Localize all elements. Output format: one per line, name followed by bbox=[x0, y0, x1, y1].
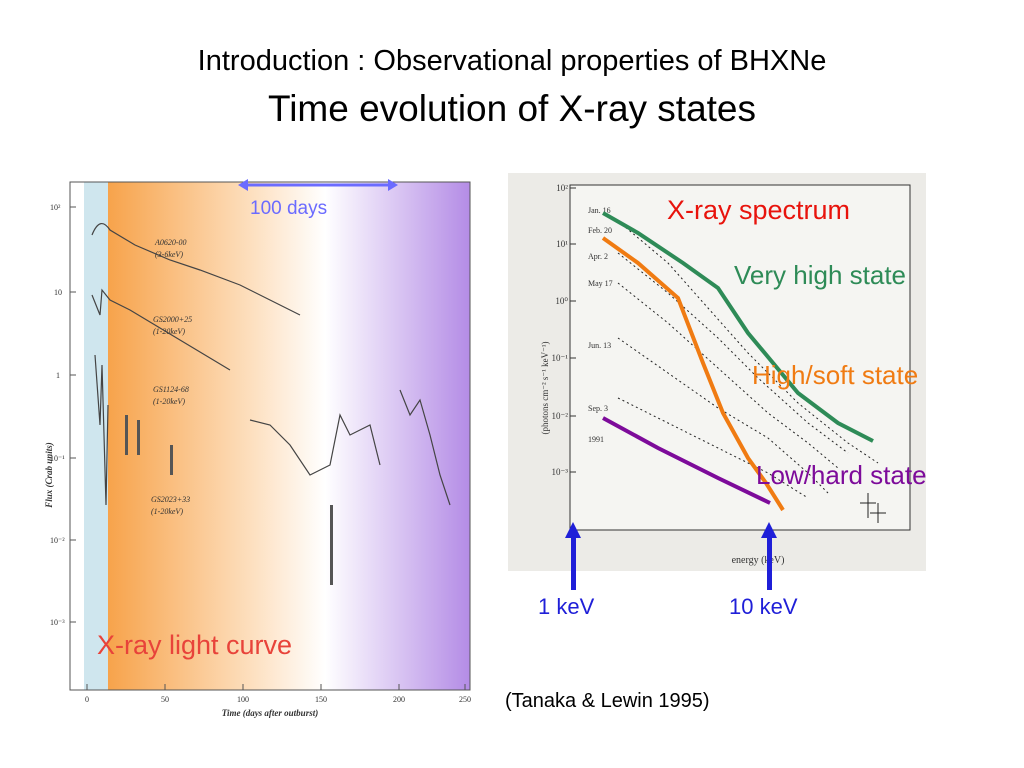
spec-ytick: 10⁻¹ bbox=[552, 353, 569, 363]
lc-xtick: 200 bbox=[393, 695, 405, 704]
slide-subtitle: Time evolution of X-ray states bbox=[267, 88, 757, 129]
ten-kev-label: 10 keV bbox=[729, 594, 798, 619]
lc-ytick: 10⁻¹ bbox=[50, 454, 65, 463]
lc-xtick: 250 bbox=[459, 695, 471, 704]
source-band: (1-20keV) bbox=[151, 507, 183, 516]
low-hard-state-curve bbox=[602, 416, 771, 505]
one-kev-arrow bbox=[565, 522, 581, 590]
date-label: Sep. 3 bbox=[588, 404, 608, 413]
spec-ytick: 10² bbox=[556, 183, 568, 193]
ten-kev-arrow bbox=[761, 522, 777, 590]
lc-ylabel: Flux (Crab units) bbox=[44, 442, 54, 509]
lc-xtick: 100 bbox=[237, 695, 249, 704]
source-band: (1-20keV) bbox=[153, 397, 185, 406]
date-label: Feb. 20 bbox=[588, 226, 612, 235]
spectrum-plot: 10² 10¹ 10⁰ 10⁻¹ 10⁻² 10⁻³ (photons cm⁻²… bbox=[540, 183, 911, 566]
date-label: Jun. 13 bbox=[588, 341, 611, 350]
spec-xlabel: energy (keV) bbox=[732, 555, 785, 566]
lc-ytick: 10 bbox=[54, 288, 62, 297]
spec-ytick: 10¹ bbox=[556, 239, 568, 249]
lc-ytick: 10² bbox=[50, 203, 61, 212]
light-curve-plot: 10² 10 1 10⁻¹ 10⁻² 10⁻³ 0 50 100 150 200… bbox=[44, 179, 471, 718]
source-name: GS1124-68 bbox=[153, 385, 189, 394]
citation: (Tanaka & Lewin 1995) bbox=[505, 690, 710, 712]
source-name: GS2000+25 bbox=[153, 315, 192, 324]
state-label-high-soft: High/soft state bbox=[752, 360, 919, 390]
lc-ytick: 1 bbox=[56, 371, 60, 380]
date-label: Jan. 16 bbox=[588, 206, 611, 215]
high-soft-state-curve bbox=[601, 236, 785, 512]
spec-ytick: 10⁻² bbox=[552, 411, 569, 421]
lc-xlabel: Time (days after outburst) bbox=[222, 708, 318, 718]
duration-label: 100 days bbox=[250, 198, 328, 219]
one-kev-label: 1 keV bbox=[538, 594, 595, 619]
source-name: A0620-00 bbox=[154, 238, 187, 247]
lc-xtick: 50 bbox=[161, 695, 169, 704]
state-label-low-hard: Low/hard state bbox=[756, 460, 927, 490]
state-gradient-band bbox=[108, 182, 470, 690]
spec-ytick: 10⁰ bbox=[555, 296, 568, 306]
source-band: (3-6keV) bbox=[155, 250, 183, 259]
duration-arrow bbox=[238, 179, 398, 191]
date-label: Apr. 2 bbox=[588, 252, 608, 261]
spec-ylabel: (photons cm⁻² s⁻¹ keV⁻¹) bbox=[540, 341, 550, 434]
very-high-state-curve bbox=[602, 211, 874, 443]
lc-xtick: 0 bbox=[85, 695, 89, 704]
lc-ytick: 10⁻² bbox=[50, 536, 65, 545]
date-label: 1991 bbox=[588, 435, 604, 444]
spectrum-figure: 10² 10¹ 10⁰ 10⁻¹ 10⁻² 10⁻³ (photons cm⁻²… bbox=[508, 173, 926, 571]
date-label: May 17 bbox=[588, 279, 613, 288]
spectrum-caption: X-ray spectrum bbox=[667, 195, 851, 225]
light-curve-figure: 10² 10 1 10⁻¹ 10⁻² 10⁻³ 0 50 100 150 200… bbox=[40, 175, 480, 720]
light-curve-caption: X-ray light curve bbox=[97, 630, 293, 660]
lc-xtick: 150 bbox=[315, 695, 327, 704]
spec-ytick: 10⁻³ bbox=[552, 467, 569, 477]
source-band: (1-20keV) bbox=[153, 327, 185, 336]
lc-ytick: 10⁻³ bbox=[50, 618, 65, 627]
source-name: GS2023+33 bbox=[151, 495, 190, 504]
state-label-very-high: Very high state bbox=[734, 260, 906, 290]
slide-title: Introduction : Observational properties … bbox=[197, 45, 827, 77]
